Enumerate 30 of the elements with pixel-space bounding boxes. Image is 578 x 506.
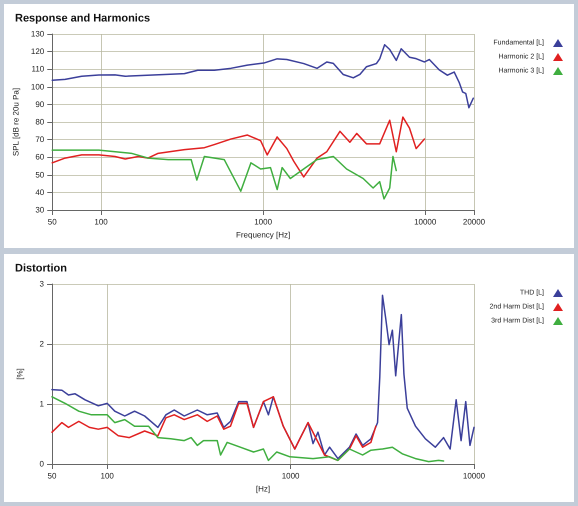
y-tick-label: 60 [35, 152, 45, 162]
x-tick-label: 1000 [254, 218, 273, 226]
chart-title: Distortion [15, 262, 68, 274]
x-tick-label: 20000 [462, 218, 486, 226]
y-tick-label: 80 [35, 118, 45, 126]
y-tick-label: 120 [30, 47, 45, 56]
y-tick-label: 3 [40, 280, 45, 288]
x-tick-label: 10000 [414, 218, 437, 226]
y-tick-label: 110 [31, 64, 45, 74]
y-tick-label: 1 [40, 400, 45, 408]
y-tick-label: 130 [30, 30, 45, 38]
x-tick-label: 1000 [282, 472, 300, 480]
x-tick-label: 50 [48, 218, 58, 226]
y-tick-label: 50 [35, 170, 45, 180]
y-tick-label: 0 [40, 460, 45, 468]
x-axis-title: Frequency [Hz] [236, 230, 290, 240]
y-tick-label: 30 [35, 206, 45, 214]
y-tick-label: 40 [35, 188, 45, 197]
x-axis-title: [Hz] [256, 484, 270, 494]
y-axis-title: SPL [dB re 20u Pa] [12, 88, 20, 156]
y-tick-label: 70 [35, 135, 45, 144]
y-tick-label: 100 [30, 82, 45, 92]
y-tick-label: 90 [35, 100, 45, 109]
x-tick-label: 10000 [462, 472, 486, 480]
y-tick-label: 2 [40, 340, 45, 348]
x-tick-label: 100 [100, 472, 114, 480]
x-tick-label: 100 [94, 218, 108, 226]
x-tick-label: 50 [48, 472, 57, 480]
y-axis-title: [%] [16, 368, 24, 380]
chart-title: Response and Harmonics [15, 12, 150, 24]
